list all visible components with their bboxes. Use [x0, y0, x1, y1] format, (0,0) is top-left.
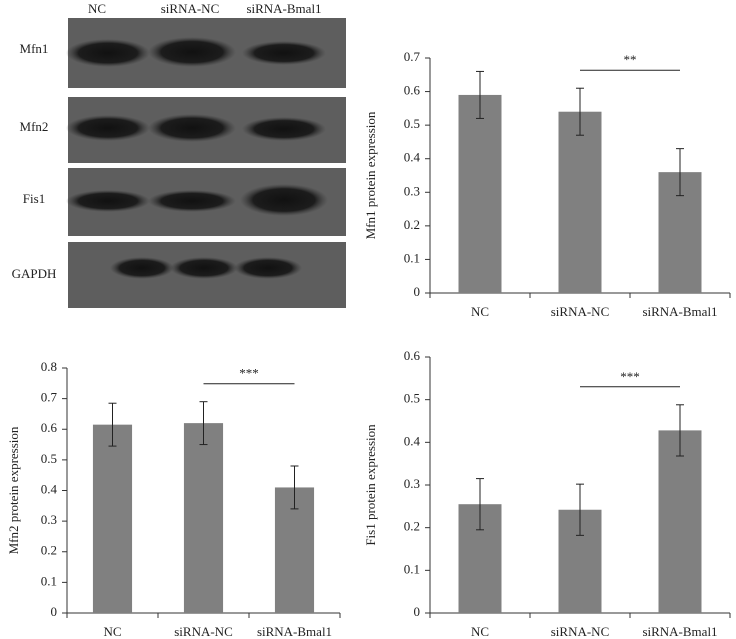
y-tick-label: 0.1 — [404, 561, 420, 576]
y-tick-label: 0.4 — [404, 150, 421, 165]
bar — [658, 430, 702, 613]
row-label: Fis1 — [23, 191, 45, 206]
y-tick-label: 0.1 — [404, 250, 420, 265]
y-tick-label: 0 — [414, 284, 421, 299]
y-axis-title: Mfn1 protein expression — [363, 111, 378, 239]
error-bar — [476, 478, 484, 531]
lane-label: siRNA-Bmal1 — [246, 1, 321, 16]
bar — [558, 111, 602, 293]
y-tick-label: 0.2 — [41, 543, 57, 558]
x-tick-label: siRNA-Bmal1 — [642, 304, 717, 319]
y-tick-label: 0.7 — [404, 49, 421, 64]
x-tick-label: NC — [471, 624, 489, 639]
row-label: Mfn1 — [20, 41, 49, 56]
significance-label: *** — [239, 366, 259, 381]
y-tick-label: 0.8 — [41, 359, 57, 374]
y-tick-label: 0 — [414, 604, 421, 619]
error-bar — [108, 402, 117, 447]
y-tick-label: 0.6 — [404, 83, 421, 98]
bar — [92, 424, 133, 613]
error-bar — [676, 148, 684, 197]
x-tick-label: siRNA-Bmal1 — [642, 624, 717, 639]
error-bar — [476, 70, 484, 119]
y-tick-label: 0.4 — [41, 481, 58, 496]
bar — [183, 423, 224, 613]
y-tick-label: 0.5 — [41, 451, 57, 466]
blot-band — [148, 37, 236, 67]
row-label: Mfn2 — [20, 119, 49, 134]
y-tick-label: 0.1 — [41, 573, 57, 588]
row-label: GAPDH — [12, 266, 57, 281]
lane-label: NC — [88, 1, 106, 16]
x-tick-label: siRNA-NC — [174, 624, 233, 639]
blot-band — [240, 184, 328, 216]
y-tick-label: 0.7 — [41, 390, 58, 405]
y-tick-label: 0.5 — [404, 116, 420, 131]
y-tick-label: 0.3 — [404, 476, 420, 491]
x-tick-label: siRNA-NC — [551, 624, 610, 639]
lane-label: siRNA-NC — [161, 1, 220, 16]
blot-band — [66, 190, 150, 212]
blot-band — [148, 190, 236, 212]
significance-label: ** — [624, 52, 637, 67]
y-tick-label: 0.3 — [404, 183, 420, 198]
blot-band — [66, 39, 150, 67]
error-bar — [199, 401, 208, 446]
x-tick-label: NC — [471, 304, 489, 319]
blot-band — [242, 117, 326, 141]
blot-band — [242, 41, 326, 65]
blot-band — [148, 114, 236, 142]
western-blot: NC siRNA-NC siRNA-Bmal1 Mfn1 Mfn2 Fis1 G… — [12, 1, 346, 308]
blot-band — [170, 257, 238, 279]
y-tick-label: 0.6 — [41, 420, 58, 435]
error-bar — [290, 465, 299, 510]
error-bar — [676, 404, 684, 457]
y-tick-label: 0 — [51, 604, 58, 619]
y-tick-label: 0.3 — [41, 512, 57, 527]
y-tick-label: 0.6 — [404, 348, 421, 363]
error-bar — [576, 87, 584, 136]
error-bar — [576, 483, 584, 536]
y-tick-label: 0.4 — [404, 433, 421, 448]
significance-label: *** — [620, 369, 640, 384]
y-tick-label: 0.2 — [404, 519, 420, 534]
x-tick-label: siRNA-NC — [551, 304, 610, 319]
blot-band — [234, 257, 302, 279]
x-tick-label: siRNA-Bmal1 — [257, 624, 332, 639]
y-axis-title: Fis1 protein expression — [363, 424, 378, 546]
y-axis-title: Mfn2 protein expression — [6, 426, 21, 554]
y-tick-label: 0.5 — [404, 391, 420, 406]
y-tick-label: 0.2 — [404, 217, 420, 232]
blot-band — [66, 115, 150, 141]
blot-band — [110, 257, 174, 279]
x-tick-label: NC — [103, 624, 121, 639]
bar — [458, 94, 502, 293]
